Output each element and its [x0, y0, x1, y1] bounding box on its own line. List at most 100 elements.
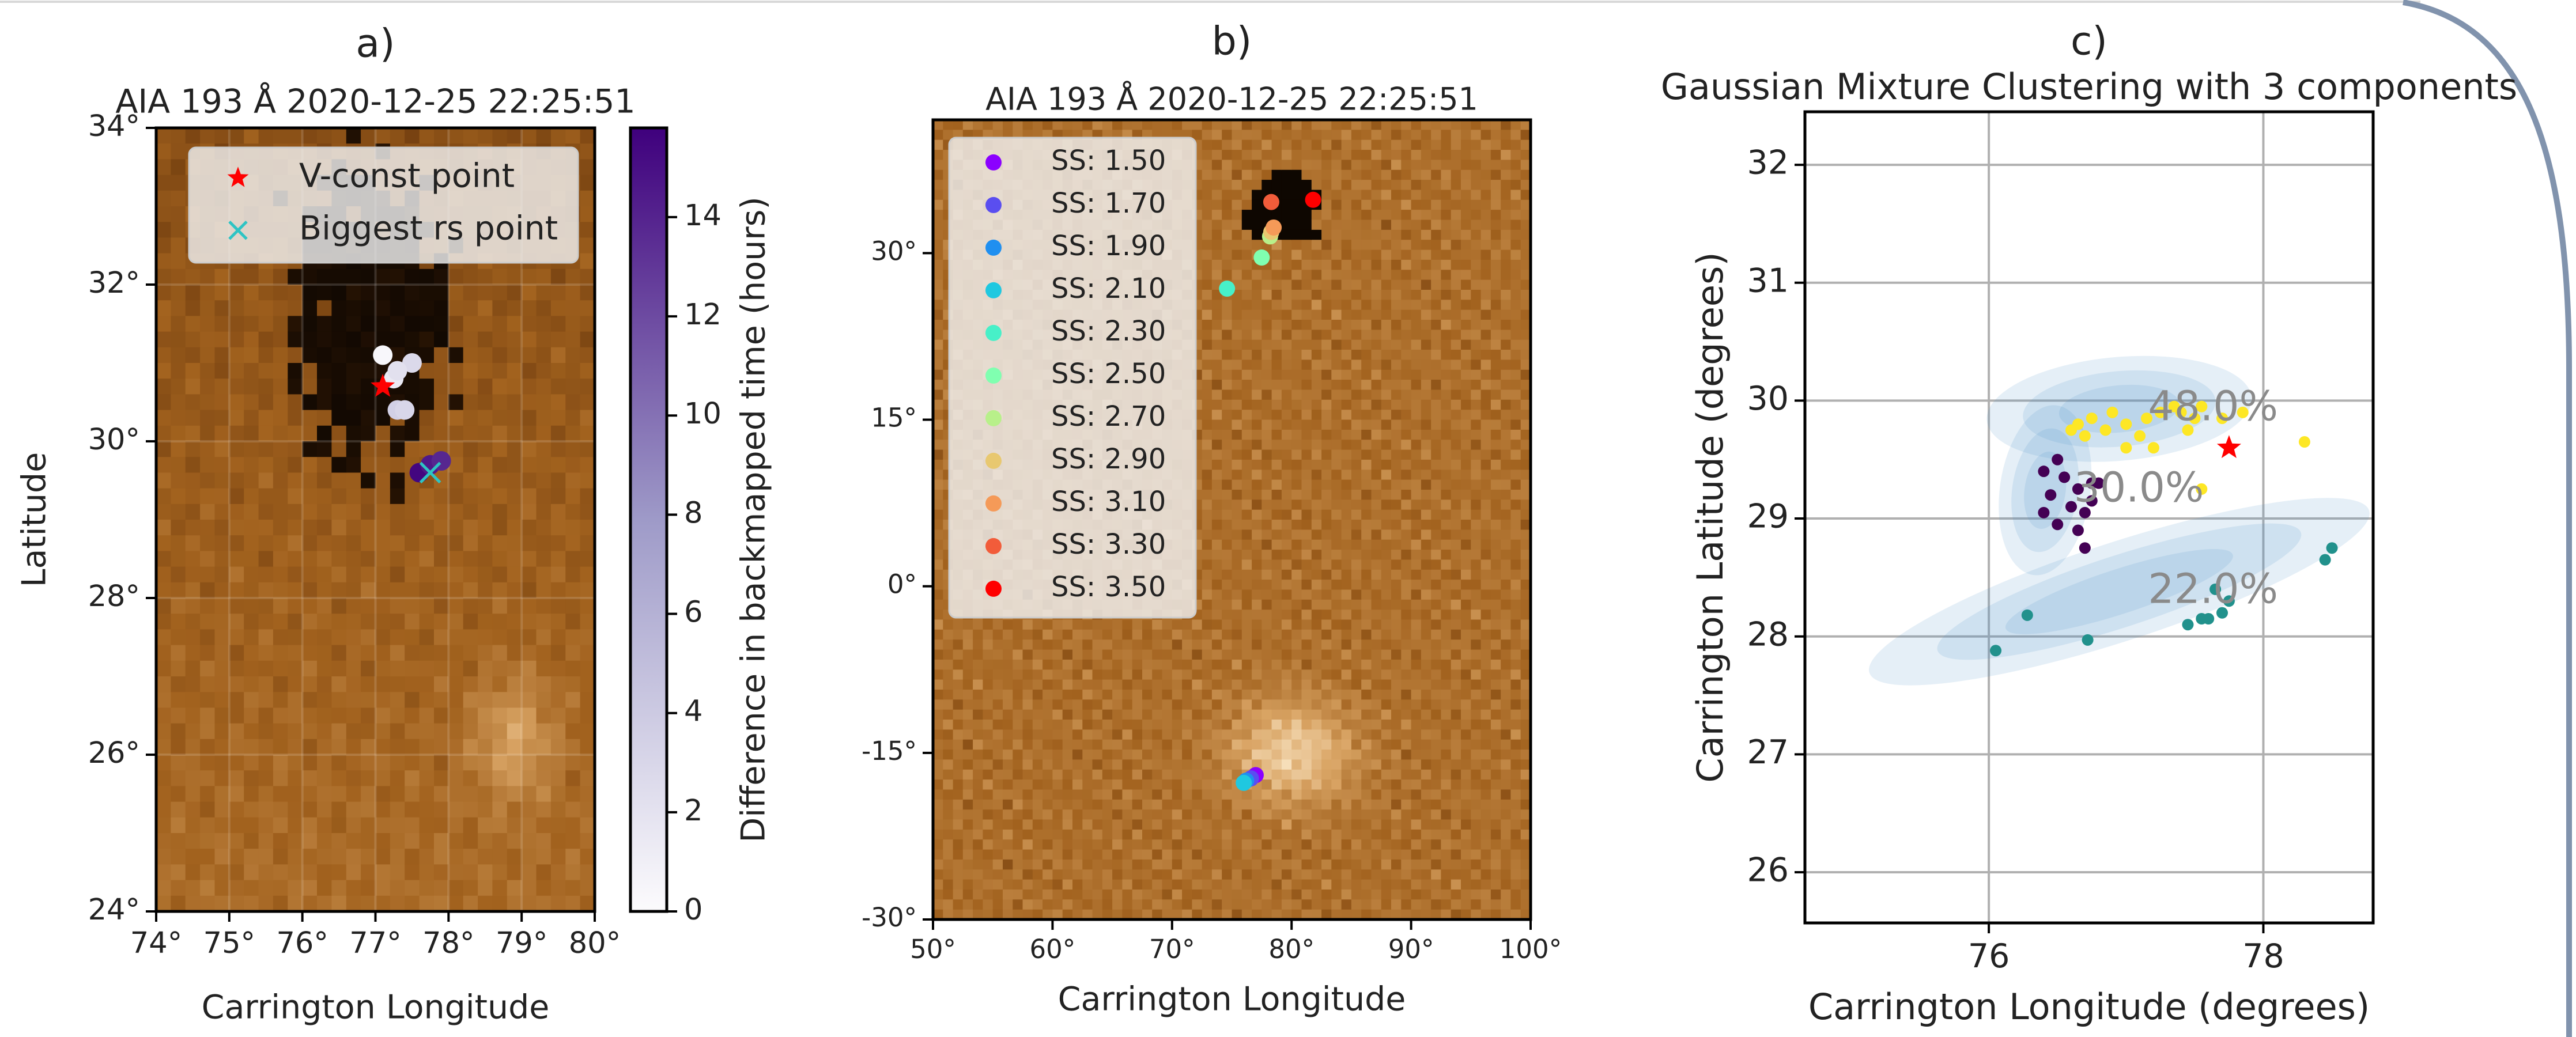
image-pixel: [953, 790, 964, 800]
image-pixel: [1342, 440, 1352, 450]
image-pixel: [244, 520, 259, 536]
image-pixel: [171, 379, 186, 395]
image-pixel: [507, 896, 522, 912]
image-pixel: [1282, 770, 1292, 780]
image-pixel: [1252, 330, 1262, 340]
image-pixel: [1252, 350, 1262, 360]
image-pixel: [317, 614, 332, 630]
image-pixel: [1282, 790, 1292, 800]
image-pixel: [1093, 680, 1103, 690]
image-pixel: [1052, 690, 1063, 700]
image-pixel: [1222, 759, 1232, 770]
image-pixel: [361, 724, 376, 740]
image-pixel: [1282, 750, 1292, 760]
image-pixel: [953, 639, 964, 650]
image-pixel: [1351, 450, 1362, 460]
image-pixel: [171, 707, 186, 724]
image-pixel: [933, 320, 943, 330]
image-pixel: [1202, 790, 1213, 800]
image-pixel: [551, 739, 566, 755]
image-pixel: [565, 128, 580, 144]
image-pixel: [943, 830, 953, 840]
image-pixel: [244, 833, 259, 849]
image-pixel: [229, 849, 244, 865]
image-pixel: [1261, 690, 1272, 700]
image-pixel: [1003, 669, 1013, 680]
image-pixel: [1222, 890, 1232, 900]
image-pixel: [171, 269, 186, 285]
image-pixel: [1212, 520, 1222, 530]
image-pixel: [551, 504, 566, 520]
image-pixel: [1291, 230, 1302, 240]
image-pixel: [1212, 320, 1222, 330]
image-pixel: [200, 724, 215, 740]
image-pixel: [1342, 550, 1352, 560]
image-pixel: [1112, 809, 1123, 820]
image-pixel: [522, 880, 537, 896]
image-pixel: [507, 629, 522, 645]
image-pixel: [1093, 880, 1103, 890]
image-pixel: [361, 410, 376, 426]
image-pixel: [1023, 869, 1033, 880]
image-pixel: [1182, 699, 1192, 710]
image-pixel: [288, 661, 303, 677]
image-pixel: [565, 833, 580, 849]
image-pixel: [1351, 480, 1362, 490]
image-pixel: [1132, 740, 1143, 750]
image-pixel: [215, 285, 230, 301]
image-pixel: [1013, 699, 1023, 710]
image-pixel: [1302, 580, 1312, 590]
image-pixel: [448, 489, 463, 505]
image-pixel: [993, 850, 1003, 860]
image-pixel: [273, 472, 288, 489]
image-pixel: [376, 472, 391, 489]
image-pixel: [933, 809, 943, 820]
image-pixel: [1142, 639, 1153, 650]
image-pixel: [1132, 800, 1143, 810]
image-pixel: [1222, 770, 1232, 780]
image-pixel: [376, 818, 391, 834]
image-pixel: [288, 864, 303, 880]
image-pixel: [478, 755, 493, 771]
image-pixel: [1342, 830, 1352, 840]
image-pixel: [361, 426, 376, 442]
image-pixel: [288, 896, 303, 912]
image-pixel: [215, 332, 230, 348]
image-pixel: [1282, 220, 1292, 230]
image-pixel: [303, 410, 318, 426]
image-pixel: [229, 472, 244, 489]
image-pixel: [983, 860, 993, 870]
image-pixel: [376, 598, 391, 614]
image-pixel: [1122, 899, 1132, 910]
image-pixel: [478, 849, 493, 865]
image-pixel: [973, 830, 983, 840]
image-pixel: [1093, 690, 1103, 700]
image-pixel: [1342, 130, 1352, 140]
image-pixel: [1321, 510, 1332, 520]
image-pixel: [565, 285, 580, 301]
image-pixel: [156, 802, 171, 818]
image-pixel: [580, 191, 595, 207]
image-pixel: [507, 410, 522, 426]
image-pixel: [317, 285, 332, 301]
image-pixel: [537, 770, 552, 786]
image-pixel: [331, 833, 346, 849]
image-pixel: [973, 620, 983, 630]
image-pixel: [1331, 779, 1342, 790]
image-pixel: [346, 692, 361, 708]
image-pixel: [463, 864, 478, 880]
image-pixel: [1052, 869, 1063, 880]
image-pixel: [376, 285, 391, 301]
image-pixel: [1342, 200, 1352, 210]
image-pixel: [1261, 529, 1272, 540]
image-pixel: [1312, 210, 1322, 220]
image-pixel: [1093, 759, 1103, 770]
image-pixel: [1331, 210, 1342, 220]
image-pixel: [1291, 590, 1302, 600]
image-pixel: [983, 759, 993, 770]
image-pixel: [1082, 630, 1093, 640]
image-pixel: [1222, 620, 1232, 630]
image-pixel: [390, 880, 405, 896]
image-pixel: [492, 582, 507, 599]
image-pixel: [1242, 200, 1252, 210]
